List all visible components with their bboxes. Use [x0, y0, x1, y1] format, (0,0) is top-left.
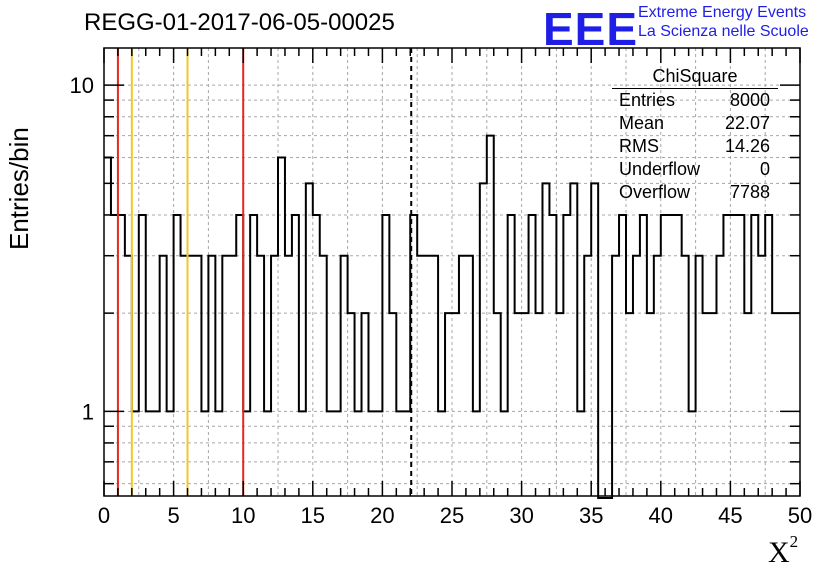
y-axis-label: Entries/bin — [4, 127, 34, 250]
chart-title: REGG-01-2017-06-05-00025 — [84, 9, 395, 36]
x-axis-label: X2 — [768, 532, 799, 569]
x-tick-label: 0 — [98, 503, 110, 528]
x-tick-label: 25 — [440, 503, 464, 528]
y-tick-label: 10 — [70, 73, 94, 98]
x-tick-label: 5 — [167, 503, 179, 528]
histogram-series — [104, 134, 800, 499]
stats-box-title: ChiSquare — [612, 66, 778, 89]
stats-row-rms: RMS 14.26 — [619, 136, 770, 156]
x-tick-label: 15 — [301, 503, 325, 528]
logo-line-1: Extreme Energy Events — [638, 4, 807, 21]
x-tick-label: 35 — [579, 503, 603, 528]
stats-row-underflow: Underflow 0 — [619, 159, 770, 179]
stats-row-overflow: Overflow 7788 — [619, 182, 770, 202]
x-tick-label: 20 — [370, 503, 394, 528]
x-tick-label: 50 — [788, 503, 812, 528]
stats-row-mean: Mean 22.07 — [619, 113, 770, 133]
x-tick-label: 40 — [649, 503, 673, 528]
x-tick-label: 10 — [231, 503, 255, 528]
x-tick-label: 30 — [509, 503, 533, 528]
x-tick-label: 45 — [718, 503, 742, 528]
stats-box: ChiSquare Entries 8000 Mean 22.07 RMS 14.26… — [612, 66, 778, 204]
stats-row-entries: Entries 8000 — [619, 90, 770, 110]
eee-logo: EEE — [543, 3, 639, 55]
y-tick-label: 1 — [82, 399, 94, 424]
logo-line-2: La Scienza nelle Scuole — [638, 23, 809, 40]
